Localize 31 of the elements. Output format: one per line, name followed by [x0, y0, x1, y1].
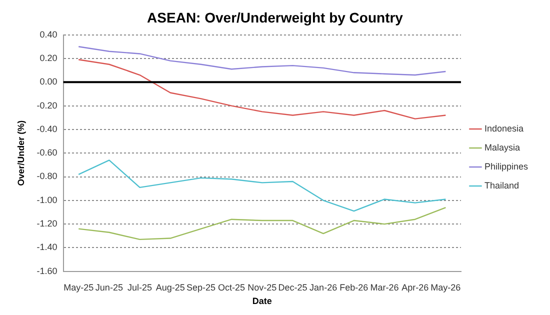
y-tick-label: -1.20 — [36, 218, 58, 229]
x-tick-label: Apr-26 — [402, 282, 429, 292]
legend-label: Philippines — [484, 161, 528, 172]
y-tick-label: 0.00 — [40, 76, 58, 87]
x-tick-label: Nov-25 — [248, 282, 277, 292]
y-tick-label: -1.40 — [36, 242, 58, 252]
y-tick-label: -0.80 — [36, 171, 58, 182]
y-tick-label: 0.20 — [40, 52, 58, 63]
x-tick-label: Mar-26 — [370, 282, 399, 292]
x-tick-label: Feb-26 — [340, 282, 368, 292]
y-axis-title: Over/Under (%) — [16, 120, 26, 186]
x-tick-label: May-25 — [64, 282, 94, 292]
y-tick-label: -0.60 — [36, 148, 58, 158]
x-tick-label: Aug-25 — [156, 282, 185, 292]
legend-label: Malaysia — [484, 142, 520, 152]
x-tick-label: May-26 — [430, 282, 461, 292]
chart-title: ASEAN: Over/Underweight by Country — [147, 9, 404, 26]
x-tick-label: Jul-25 — [128, 282, 152, 292]
x-axis-title: Date — [252, 296, 272, 306]
y-tick-label: 0.40 — [40, 29, 58, 40]
y-tick-label: -0.40 — [36, 124, 58, 134]
legend-label: Indonesia — [484, 123, 524, 134]
y-tick-label: -0.20 — [36, 100, 58, 110]
y-tick-label: -1.60 — [36, 266, 58, 276]
x-tick-label: Sep-25 — [186, 282, 216, 292]
y-tick-label: -1.00 — [36, 194, 58, 205]
x-tick-label: Oct-25 — [218, 282, 246, 292]
legend-label: Thailand — [484, 180, 520, 190]
x-tick-label: Jan-26 — [310, 282, 338, 292]
x-tick-label: Jun-25 — [95, 282, 123, 292]
x-tick-label: Dec-25 — [278, 282, 308, 292]
